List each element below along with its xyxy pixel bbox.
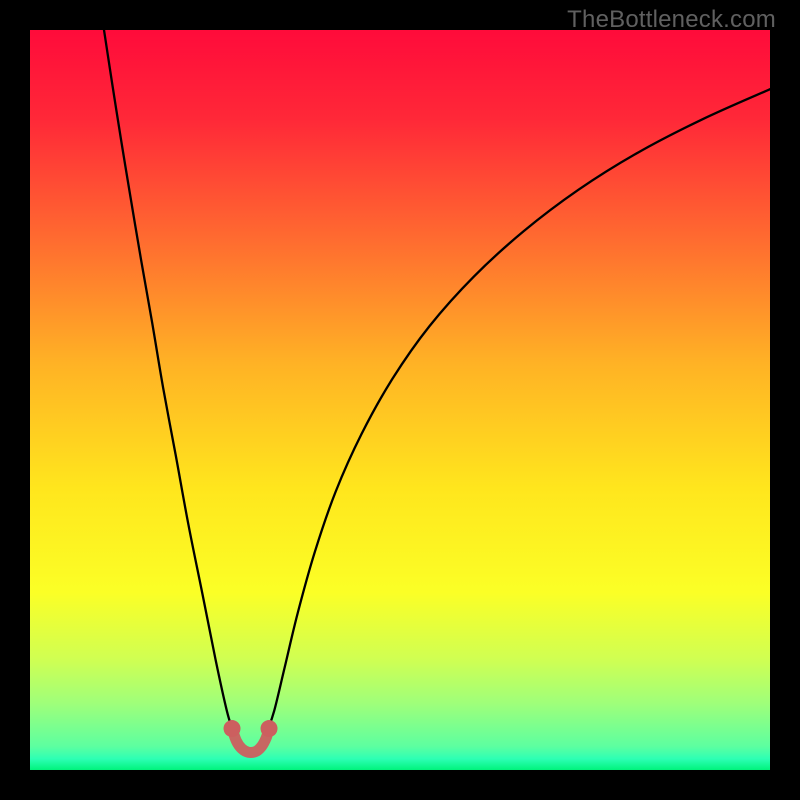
- watermark-label: TheBottleneck.com: [567, 6, 776, 34]
- plot-area: [30, 30, 770, 770]
- match-dot-right: [261, 720, 278, 737]
- bottleneck-chart: [30, 30, 770, 770]
- chart-frame: TheBottleneck.com: [0, 0, 800, 800]
- match-dot-left: [224, 720, 241, 737]
